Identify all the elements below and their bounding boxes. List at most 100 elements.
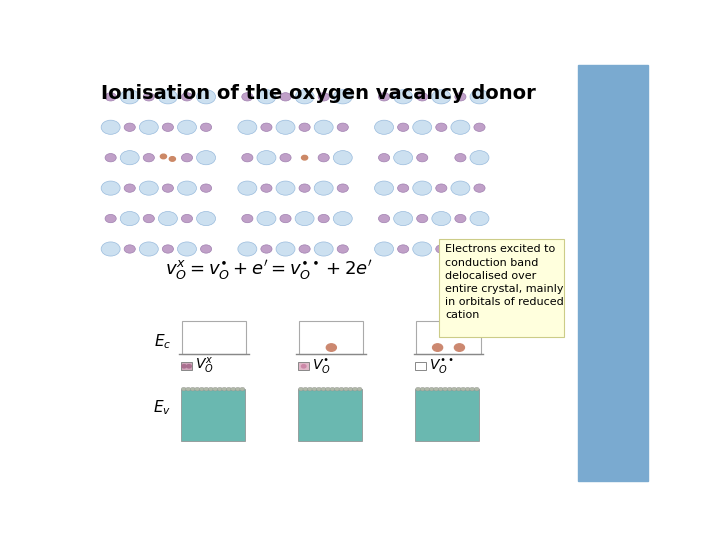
Circle shape <box>143 214 154 222</box>
Circle shape <box>318 153 329 162</box>
Circle shape <box>261 123 272 131</box>
Circle shape <box>299 245 310 253</box>
Circle shape <box>333 151 352 165</box>
Text: $V_O^{\bullet}$: $V_O^{\bullet}$ <box>312 357 331 375</box>
Circle shape <box>186 387 191 391</box>
Circle shape <box>474 123 485 131</box>
Bar <box>578 65 648 481</box>
Bar <box>181 362 192 370</box>
Circle shape <box>226 387 231 391</box>
Circle shape <box>455 93 466 101</box>
Circle shape <box>432 212 451 226</box>
Circle shape <box>307 387 312 391</box>
Circle shape <box>317 387 321 391</box>
Circle shape <box>433 344 443 352</box>
Circle shape <box>374 120 394 134</box>
Circle shape <box>420 387 425 391</box>
Circle shape <box>318 214 329 222</box>
Circle shape <box>447 387 452 391</box>
Circle shape <box>162 184 174 192</box>
Circle shape <box>105 153 116 162</box>
Circle shape <box>379 153 390 162</box>
Circle shape <box>105 93 116 101</box>
Circle shape <box>200 184 212 192</box>
Circle shape <box>455 214 466 222</box>
Text: $V_O^{\bullet\bullet}$: $V_O^{\bullet\bullet}$ <box>429 357 454 375</box>
Circle shape <box>204 387 209 391</box>
Circle shape <box>161 154 166 159</box>
Circle shape <box>302 364 306 368</box>
Circle shape <box>124 245 135 253</box>
Circle shape <box>455 153 466 162</box>
Text: $E_c$: $E_c$ <box>153 332 171 350</box>
Circle shape <box>257 90 276 104</box>
Circle shape <box>182 364 186 368</box>
Circle shape <box>231 387 236 391</box>
Circle shape <box>438 387 443 391</box>
Circle shape <box>276 120 295 134</box>
Circle shape <box>312 387 317 391</box>
Circle shape <box>394 90 413 104</box>
Circle shape <box>451 181 470 195</box>
Circle shape <box>213 387 218 391</box>
Circle shape <box>194 387 199 391</box>
Circle shape <box>451 242 470 256</box>
Circle shape <box>105 214 116 222</box>
Circle shape <box>240 387 245 391</box>
Circle shape <box>120 90 139 104</box>
Circle shape <box>295 212 314 226</box>
Circle shape <box>178 242 197 256</box>
Circle shape <box>140 242 158 256</box>
Circle shape <box>454 344 464 352</box>
Circle shape <box>124 123 135 131</box>
Circle shape <box>335 387 340 391</box>
Circle shape <box>325 387 330 391</box>
Circle shape <box>379 93 390 101</box>
Circle shape <box>337 184 348 192</box>
Circle shape <box>280 214 291 222</box>
Circle shape <box>197 151 215 165</box>
Circle shape <box>330 387 335 391</box>
Circle shape <box>101 242 120 256</box>
Circle shape <box>394 212 413 226</box>
Circle shape <box>348 387 353 391</box>
Circle shape <box>374 181 394 195</box>
Circle shape <box>158 212 177 226</box>
Circle shape <box>261 184 272 192</box>
Circle shape <box>470 90 489 104</box>
Circle shape <box>413 120 432 134</box>
Circle shape <box>436 123 447 131</box>
Circle shape <box>208 387 213 391</box>
Circle shape <box>417 214 428 222</box>
Bar <box>181 389 245 441</box>
Circle shape <box>465 387 470 391</box>
Circle shape <box>143 93 154 101</box>
Circle shape <box>143 153 154 162</box>
Circle shape <box>217 387 222 391</box>
Circle shape <box>302 156 307 160</box>
Bar <box>298 362 310 370</box>
Circle shape <box>451 120 470 134</box>
Circle shape <box>417 153 428 162</box>
Circle shape <box>199 387 204 391</box>
Circle shape <box>238 242 257 256</box>
Circle shape <box>353 387 358 391</box>
Circle shape <box>425 387 430 391</box>
Circle shape <box>413 181 432 195</box>
Bar <box>416 321 481 354</box>
Circle shape <box>339 387 344 391</box>
Circle shape <box>326 344 336 352</box>
Bar <box>300 321 364 354</box>
Circle shape <box>397 123 409 131</box>
Circle shape <box>242 93 253 101</box>
Bar <box>182 321 246 354</box>
Circle shape <box>178 181 197 195</box>
Circle shape <box>379 214 390 222</box>
Circle shape <box>280 153 291 162</box>
Circle shape <box>242 214 253 222</box>
Circle shape <box>432 90 451 104</box>
Circle shape <box>124 184 135 192</box>
Circle shape <box>397 184 409 192</box>
Circle shape <box>238 120 257 134</box>
Circle shape <box>337 245 348 253</box>
